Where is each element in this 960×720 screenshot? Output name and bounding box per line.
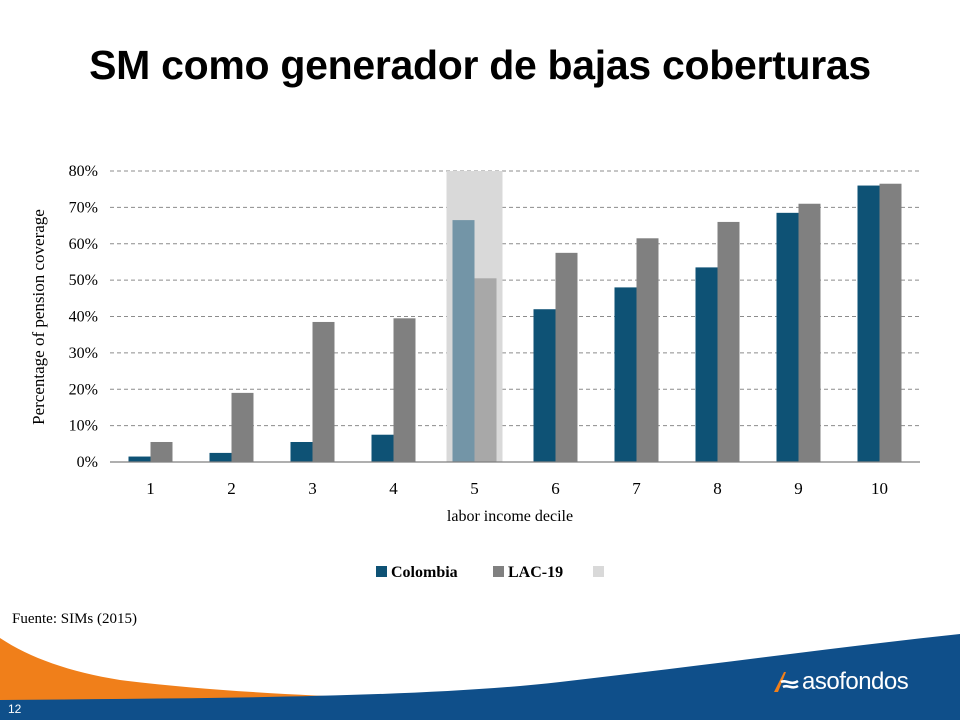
axis-labels: Percentage of pension coverage labor inc… bbox=[29, 209, 573, 525]
y-tick-label: 80% bbox=[69, 163, 98, 180]
y-tick-label: 0% bbox=[77, 454, 98, 471]
bar-lac-19 bbox=[555, 252, 578, 462]
legend-swatch bbox=[593, 566, 604, 577]
x-tick-label: 4 bbox=[389, 479, 398, 498]
y-tick-label: 30% bbox=[69, 345, 98, 362]
bar-colombia bbox=[614, 287, 637, 462]
y-tick-label: 10% bbox=[69, 418, 98, 435]
asofondos-logo: asofondos bbox=[772, 667, 909, 697]
x-tick-label: 3 bbox=[308, 479, 317, 498]
bar-lac-19 bbox=[798, 203, 821, 463]
y-tick-label: 70% bbox=[69, 199, 98, 216]
footer-blue-swoosh bbox=[0, 634, 960, 720]
bar-colombia bbox=[695, 267, 718, 462]
y-tick-label: 40% bbox=[69, 309, 98, 326]
page-number: 12 bbox=[8, 702, 22, 716]
bar-lac-19 bbox=[636, 238, 659, 462]
asofondos-logo-icon bbox=[774, 672, 799, 692]
bar-lac-19 bbox=[312, 321, 335, 462]
x-tick-label: 1 bbox=[146, 479, 155, 498]
pension-coverage-chart: 0% 10% 20% 30% 40% 50% 60% 70% 80% 1 2 3 4 5 6 7 8 9 10 Pe… bbox=[29, 163, 920, 581]
source-note: Fuente: SIMs (2015) bbox=[12, 611, 137, 627]
bar-colombia bbox=[776, 212, 799, 462]
x-tick-label: 10 bbox=[871, 479, 888, 498]
x-tick-label: 6 bbox=[551, 479, 560, 498]
bar-lac-19 bbox=[474, 278, 497, 462]
bar-lac-19 bbox=[150, 441, 173, 462]
y-tick-label: 20% bbox=[69, 381, 98, 398]
bar-lac-19 bbox=[717, 221, 740, 462]
bar-colombia bbox=[857, 185, 880, 463]
bar-lac-19 bbox=[231, 392, 254, 462]
bars bbox=[128, 183, 902, 463]
x-axis-label: labor income decile bbox=[447, 508, 573, 525]
logo-text: asofondos bbox=[802, 668, 909, 695]
x-tick-label: 8 bbox=[713, 479, 722, 498]
x-tick-label: 7 bbox=[632, 479, 641, 498]
x-tick-label: 5 bbox=[470, 479, 479, 498]
x-tick-label: 9 bbox=[794, 479, 803, 498]
bar-colombia bbox=[452, 220, 475, 462]
bar-lac-19 bbox=[393, 318, 416, 462]
y-tick-label: 50% bbox=[69, 272, 98, 289]
bar-colombia bbox=[128, 456, 151, 462]
bar-colombia bbox=[371, 434, 394, 462]
legend-label: Colombia bbox=[391, 564, 458, 581]
x-tick-label: 2 bbox=[227, 479, 236, 498]
y-tick-label: 60% bbox=[69, 236, 98, 253]
legend-swatch bbox=[376, 566, 387, 577]
legend-label: LAC-19 bbox=[508, 564, 563, 581]
legend-swatch bbox=[493, 566, 504, 577]
bar-lac-19 bbox=[879, 183, 902, 462]
slide-title: SM como generador de bajas coberturas bbox=[89, 42, 871, 88]
bar-colombia bbox=[290, 441, 313, 462]
y-axis-label: Percentage of pension coverage bbox=[29, 209, 48, 425]
footer-band bbox=[0, 634, 960, 720]
bar-colombia bbox=[209, 452, 232, 462]
bar-colombia bbox=[533, 309, 556, 462]
legend: Colombia LAC-19 bbox=[376, 564, 604, 581]
axes: 0% 10% 20% 30% 40% 50% 60% 70% 80% 1 2 3 4 5 6 7 8 9 10 bbox=[69, 163, 920, 498]
